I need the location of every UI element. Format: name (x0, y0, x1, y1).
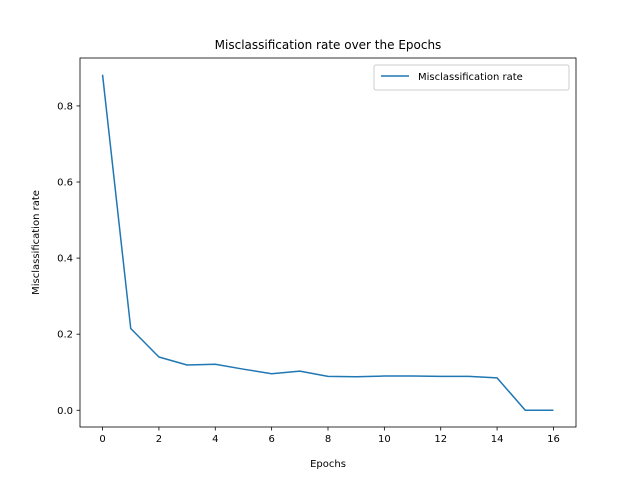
plot-area: 0 2 4 6 8 10 12 14 16 0.0 0.2 0.4 0.6 0.8 (57, 74, 560, 445)
x-tick-label: 6 (268, 434, 274, 445)
y-tick-label: 0.8 (57, 101, 73, 112)
y-axis-title: Misclassification rate (31, 190, 42, 295)
x-axis-title: Epochs (310, 459, 346, 470)
legend-box (373, 64, 570, 91)
chart-title: Misclassification rate over the Epochs (215, 38, 442, 52)
y-tick-label: 0.2 (57, 330, 73, 341)
x-tick-label: 12 (434, 434, 447, 445)
series-line (101, 74, 554, 412)
legend: Misclassification rate (373, 64, 570, 91)
legend-label: Misclassification rate (418, 72, 523, 83)
x-tick-label: 16 (547, 434, 560, 445)
x-tick-label: 8 (325, 434, 331, 445)
y-tick-label: 0.4 (57, 254, 73, 265)
y-tick-label: 0.0 (57, 406, 73, 417)
x-tick-label: 0 (99, 434, 105, 445)
y-tick-label: 0.6 (57, 178, 73, 189)
x-tick-label: 4 (212, 434, 218, 445)
x-tick-label: 14 (491, 434, 504, 445)
x-tick-label: 10 (378, 434, 391, 445)
x-tick-label: 2 (156, 434, 162, 445)
plot-frame (79, 57, 577, 428)
